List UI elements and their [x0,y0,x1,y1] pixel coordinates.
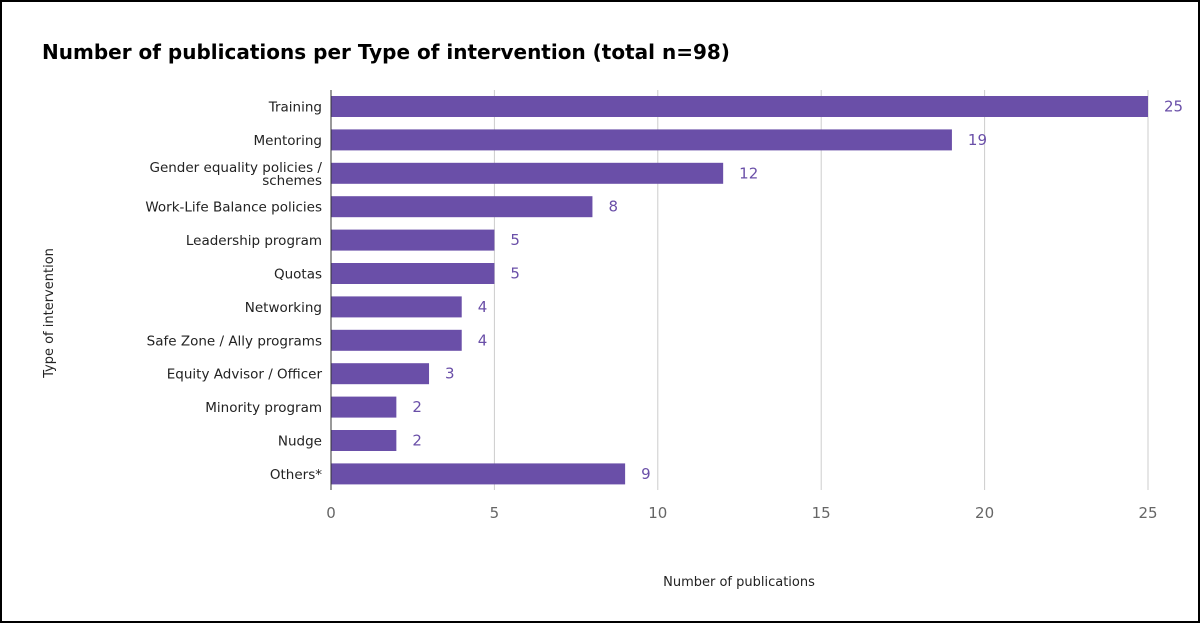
data-label: 2 [412,432,422,450]
x-tick-label: 25 [1138,504,1157,522]
bar [331,129,952,151]
data-label: 4 [478,298,488,316]
x-tick-label: 15 [812,504,831,522]
category-label: Safe Zone / Ally programs [147,333,322,349]
category-label: Mentoring [254,133,323,149]
x-tick-labels: 0 5 10 15 20 25 [326,504,1157,522]
x-tick-label: 0 [326,504,336,522]
data-label: 19 [968,131,987,149]
data-label: 8 [608,198,618,216]
category-label: Training [268,100,322,116]
data-label: 9 [641,465,651,483]
y-axis-title: Type of intervention [42,248,57,379]
category-label: Gender equality policies / schemes [149,160,322,189]
bar [331,196,593,218]
bar [331,396,397,418]
data-label: 2 [412,398,422,416]
data-label: 5 [510,231,520,249]
category-label: Networking [245,300,322,316]
data-label: 5 [510,265,520,283]
bar [331,263,495,284]
category-label: Equity Advisor / Officer [167,367,323,383]
category-label: Minority program [205,400,322,416]
data-label: 4 [478,331,488,349]
category-label: Work-Life Balance policies [145,200,322,216]
bar [331,363,430,385]
bar [331,430,397,451]
x-axis-title: Number of publications [663,575,815,590]
data-label: 12 [739,164,758,182]
category-label: Quotas [274,267,322,283]
category-label: Nudge [278,434,322,450]
bar [331,329,462,351]
bars [331,96,1148,485]
bar [331,296,462,318]
x-tick-label: 10 [648,504,667,522]
chart-title: Number of publications per Type of inter… [42,40,730,64]
gridlines [493,90,1149,490]
bar [331,229,495,251]
bar [331,463,626,485]
x-tick-label: 20 [975,504,994,522]
data-label: 3 [445,365,455,383]
data-label: 25 [1164,98,1183,116]
bar [331,162,724,184]
data-labels: 25 19 12 8 5 5 4 4 3 2 2 9 [412,98,1183,483]
category-labels: Training Mentoring Gender equality policie… [145,100,322,483]
category-label: Leadership program [186,233,322,249]
x-tick-label: 5 [490,504,500,522]
category-label: Others* [270,467,322,483]
bar [331,96,1148,117]
